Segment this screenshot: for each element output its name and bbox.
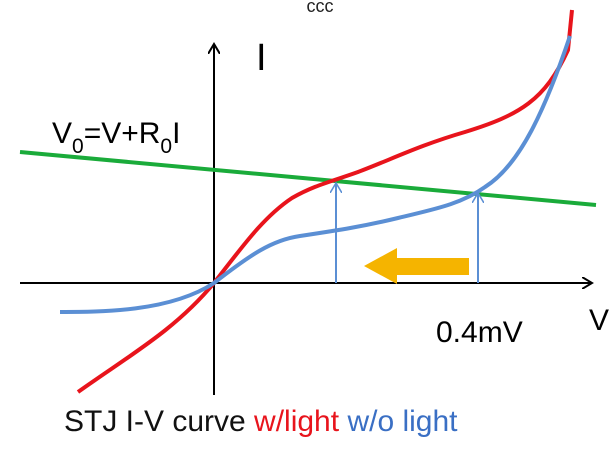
voltage-label: 0.4mV	[436, 316, 523, 349]
top-mark: ccc	[307, 0, 334, 16]
shift-arrow	[364, 248, 469, 284]
caption-with-light: w/light	[253, 405, 340, 438]
load-line	[19, 150, 597, 207]
curve-without-light	[59, 35, 572, 314]
curve-with-light	[76, 9, 574, 394]
v-axis-label: V	[589, 304, 609, 337]
load-line-equation: V0=V+R0I	[52, 117, 180, 158]
caption-prefix: STJ I-V curve	[64, 405, 254, 438]
caption: STJ I-V curve w/light w/o light	[64, 405, 458, 438]
caption-without-light: w/o light	[346, 405, 458, 438]
i-axis-label: I	[256, 37, 267, 79]
